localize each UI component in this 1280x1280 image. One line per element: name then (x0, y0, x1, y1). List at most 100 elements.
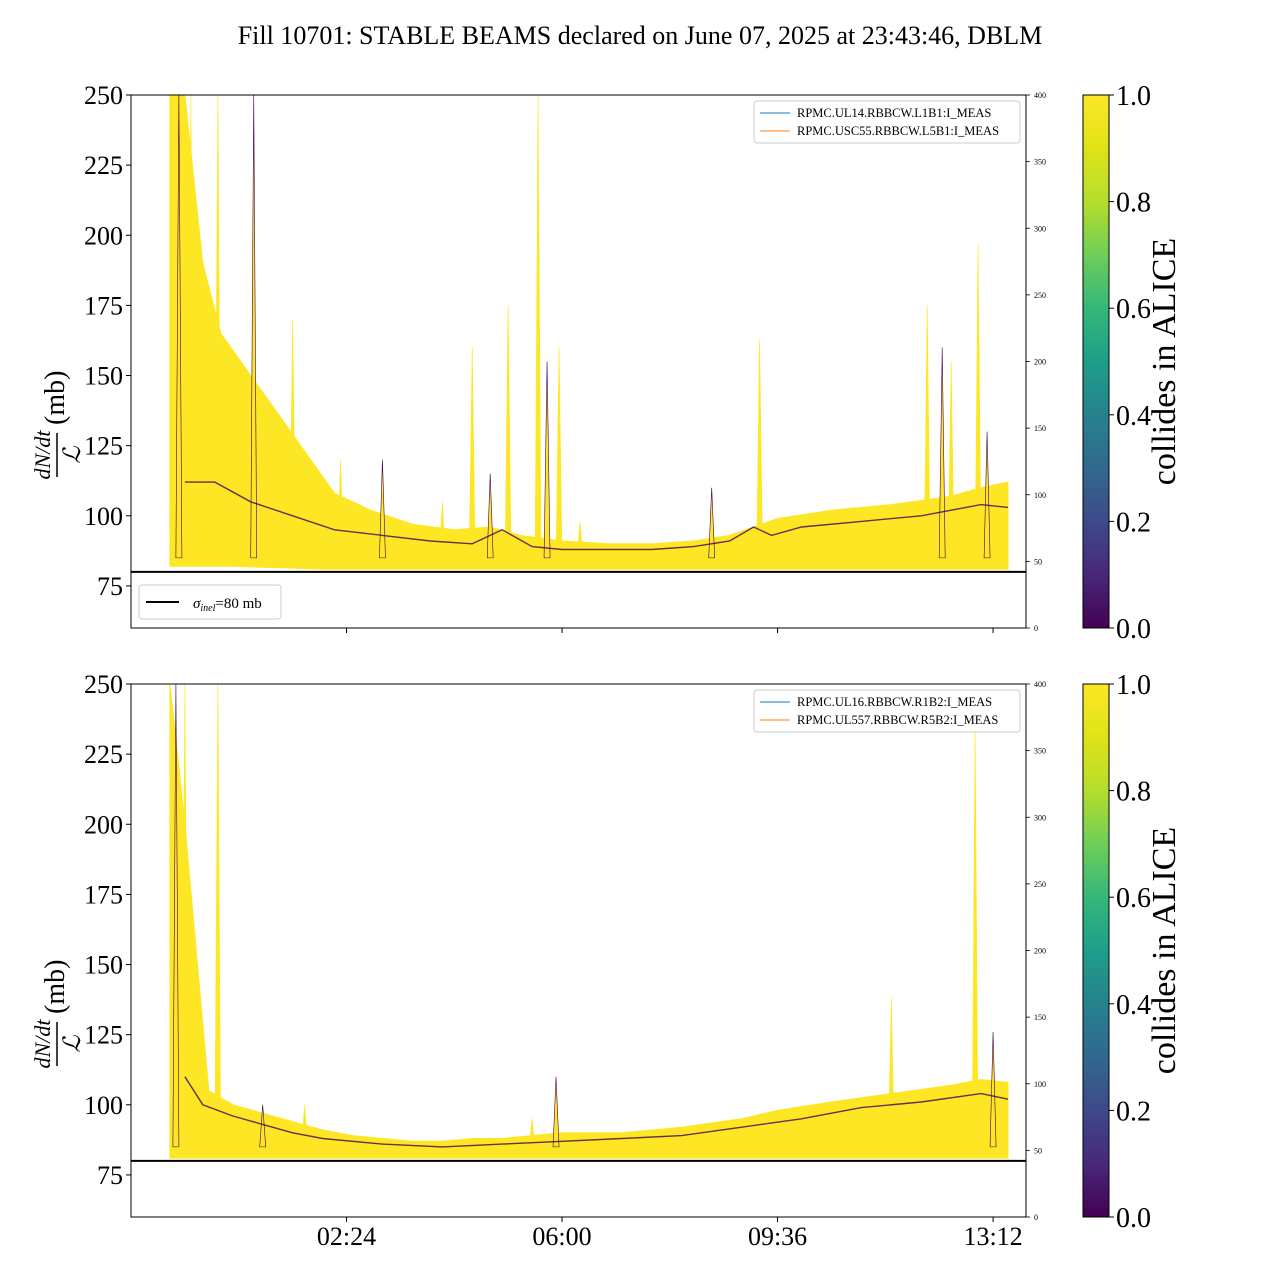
series-legend (753, 100, 1021, 144)
colorbar-tick-label: 0.2 (1116, 507, 1151, 538)
y-tick-label: 175 (84, 880, 123, 909)
y-tick-label: 75 (97, 1161, 123, 1190)
y2-tick-label: 100 (1034, 1080, 1046, 1089)
y2-tick-label: 0 (1034, 1213, 1038, 1222)
data-spike (214, 684, 222, 1148)
data-spike (555, 347, 563, 559)
y2-tick-label: 400 (1034, 680, 1046, 689)
y-tick-label: 100 (84, 502, 123, 531)
y-label-numerator: dN/dt (30, 1019, 55, 1069)
y-tick-label: 225 (84, 151, 123, 180)
data-spike (379, 459, 386, 559)
colorbar-label: collides in ALICE (1146, 238, 1183, 485)
data-band-collides (169, 95, 1009, 570)
y-axis-label: dN/dt ℒ (mb) (30, 371, 86, 480)
x-tick-label: 09:36 (748, 1222, 807, 1251)
y-tick-label: 125 (84, 1021, 123, 1050)
data-spike (983, 431, 991, 559)
y-axis-label: dN/dt ℒ (mb) (30, 960, 86, 1069)
data-spike (756, 339, 763, 559)
data-spike (543, 361, 551, 559)
y2-tick-label: 50 (1034, 557, 1042, 566)
data-spike (175, 95, 183, 559)
colorbar-tick-label: 0.0 (1116, 1203, 1151, 1234)
bottom-panel: 75 100 125 150 175 200 225 250 0 50 100 150 200 250 30… (30, 670, 1183, 1251)
data-spike (534, 95, 542, 559)
sigma-legend (138, 584, 282, 620)
legend-entry: RPMC.UL557.RBBCW.R5B2:I_MEAS (797, 713, 998, 727)
colorbar-tick-label: 1.0 (1116, 81, 1151, 112)
y-tick-label: 150 (84, 951, 123, 980)
sigma-legend-label: σinel=80 mb (193, 596, 262, 614)
y-tick-label: 250 (84, 81, 123, 110)
x-tick-label: 02:24 (317, 1222, 376, 1251)
data-trace-not-colliding (184, 1076, 1009, 1148)
y2-tick-label: 100 (1034, 491, 1046, 500)
y-label-numerator: dN/dt (30, 430, 55, 480)
x-tick-label: 06:00 (532, 1222, 591, 1251)
y-tick-label: 75 (97, 572, 123, 601)
series-legend (753, 689, 1021, 733)
data-spike (214, 95, 222, 559)
data-spike (289, 319, 296, 559)
y2-tick-label: 250 (1034, 291, 1046, 300)
data-spike (468, 347, 476, 559)
colorbar-tick-label: 0.8 (1116, 188, 1151, 219)
colorbar (1082, 683, 1110, 1218)
data-spike (576, 521, 584, 559)
colorbar-tick-label: 0.8 (1116, 777, 1151, 808)
y2-tick-label: 400 (1034, 91, 1046, 100)
legend-entry: RPMC.UL16.RBBCW.R1B2:I_MEAS (797, 695, 992, 709)
data-spike (337, 459, 344, 559)
data-spike (974, 243, 982, 559)
y2-tick-label: 200 (1034, 947, 1046, 956)
x-tick-label: 13:12 (963, 1222, 1022, 1251)
y-label-unit: (mb) (40, 371, 71, 425)
data-spike (528, 1118, 536, 1148)
y2-tick-label: 350 (1034, 747, 1046, 756)
colorbar-tick-label: 0.0 (1116, 614, 1151, 645)
colorbar-tick-label: 0.4 (1116, 401, 1151, 432)
y-tick-label: 200 (84, 221, 123, 250)
y-label-denominator: ℒ (60, 446, 86, 464)
y-tick-label: 125 (84, 432, 123, 461)
data-spike (923, 305, 931, 559)
y-tick-label: 225 (84, 740, 123, 769)
data-spike (301, 1104, 308, 1148)
data-spike (938, 347, 946, 559)
colorbar-label: collides in ALICE (1146, 827, 1183, 1074)
colorbar-tick-label: 0.6 (1116, 294, 1151, 325)
colorbar-tick-label: 0.4 (1116, 990, 1151, 1021)
y2-tick-label: 300 (1034, 224, 1046, 233)
data-band-collides (169, 684, 1009, 1159)
y2-tick-label: 250 (1034, 880, 1046, 889)
plot-area (131, 95, 1026, 573)
chart-title: Fill 10701: STABLE BEAMS declared on Jun… (238, 21, 1043, 50)
data-spike (989, 1031, 997, 1148)
y2-tick-label: 150 (1034, 1013, 1046, 1022)
y2-tick-label: 300 (1034, 813, 1046, 822)
y-label-denominator: ℒ (60, 1035, 86, 1053)
data-spike (552, 1076, 560, 1148)
top-panel: 75 100 125 150 175 200 225 250 0 50 100 150 200 250 30… (30, 81, 1183, 645)
data-spike (504, 305, 512, 559)
data-spike (708, 487, 716, 559)
data-spike (172, 684, 180, 1148)
data-spike (187, 95, 195, 559)
data-spike (971, 726, 979, 1148)
y-tick-label: 150 (84, 362, 123, 391)
y2-tick-label: 150 (1034, 424, 1046, 433)
data-spike (250, 95, 258, 559)
data-spike (486, 473, 494, 559)
colorbar-tick-label: 0.2 (1116, 1096, 1151, 1127)
y-tick-label: 250 (84, 670, 123, 699)
legend-entry: RPMC.USC55.RBBCW.L5B1:I_MEAS (797, 124, 999, 138)
y2-tick-label: 200 (1034, 358, 1046, 367)
y-tick-label: 100 (84, 1091, 123, 1120)
data-spike (947, 361, 955, 559)
y2-tick-label: 350 (1034, 158, 1046, 167)
data-trace-not-colliding (184, 481, 1009, 551)
data-spike (181, 684, 189, 1148)
y-tick-label: 175 (84, 291, 123, 320)
colorbar-tick-label: 1.0 (1116, 670, 1151, 701)
